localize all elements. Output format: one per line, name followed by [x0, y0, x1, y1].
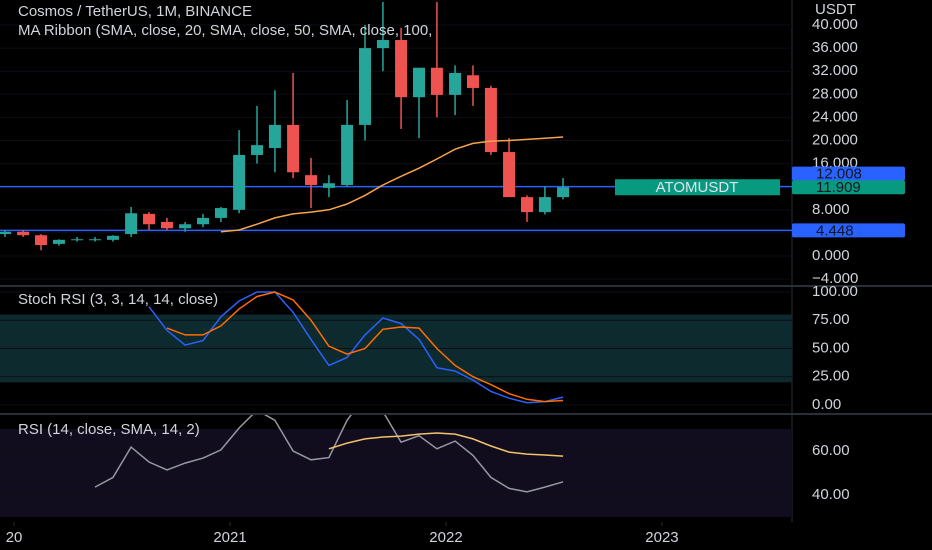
y-tick-label: 40.00 — [812, 486, 850, 503]
candle-body — [376, 40, 389, 49]
chart-title: Cosmos / TetherUS, 1M, BINANCE — [18, 3, 252, 20]
candle-body — [413, 67, 426, 98]
pane — [0, 291, 792, 406]
candle-body — [160, 221, 173, 229]
x-tick-label: 2021 — [213, 529, 246, 546]
candle-body — [35, 235, 48, 246]
candle-body — [197, 217, 210, 225]
candle-body — [503, 152, 516, 198]
last-price-label: 11.909 — [816, 179, 861, 196]
y-tick-label: 24.000 — [812, 108, 858, 125]
y-tick-label: 75.00 — [812, 311, 850, 328]
indicator-line — [328, 432, 564, 457]
candle-body — [341, 124, 354, 185]
y-tick-label: 32.000 — [812, 62, 858, 79]
indicator-line — [94, 415, 564, 493]
indicator-title: Stoch RSI (3, 3, 14, 14, close) — [18, 291, 218, 308]
pane — [0, 415, 792, 517]
candle-body — [322, 183, 335, 188]
candle-body — [538, 197, 551, 213]
price-label: 12.008 — [816, 166, 862, 183]
candle-body — [359, 48, 372, 125]
y-tick-label: 40.000 — [812, 16, 858, 33]
candle-body — [287, 124, 300, 173]
candle-body — [466, 75, 479, 88]
candle-body — [233, 154, 246, 210]
y-tick-label: 28.000 — [812, 85, 858, 102]
price-label: 4.448 — [816, 222, 854, 239]
price-label-box — [792, 223, 905, 238]
y-tick-label: 0.000 — [812, 247, 850, 264]
candle-body — [484, 87, 497, 153]
candle-body — [268, 124, 281, 149]
indicator-line — [148, 291, 564, 404]
y-tick-label: 36.000 — [812, 39, 858, 56]
moving-average — [220, 136, 564, 233]
x-tick-label: 2023 — [645, 529, 678, 546]
x-tick-label: 20 — [6, 529, 23, 546]
plot-layer — [0, 1, 792, 517]
candle-body — [449, 72, 462, 95]
y-tick-label: 60.00 — [812, 442, 850, 459]
candle-body — [557, 187, 570, 198]
y-tick-label: −4.000 — [812, 270, 858, 287]
y-tick-label: 0.00 — [812, 396, 841, 413]
candle-body — [125, 213, 138, 235]
candle-body — [143, 213, 156, 225]
y-tick-label: 100.00 — [812, 283, 858, 300]
symbol-label: ATOMUSDT — [656, 179, 739, 196]
candle-body — [52, 239, 65, 244]
candle-body — [179, 224, 192, 229]
last-price-box — [792, 180, 905, 195]
y-tick-label: 20.000 — [812, 131, 858, 148]
candle-body — [430, 67, 443, 95]
indicator-title: RSI (14, close, SMA, 14, 2) — [18, 421, 200, 438]
band — [0, 429, 792, 517]
y-tick-label: 8.000 — [812, 201, 850, 218]
price-axis-unit: USDT — [815, 1, 856, 18]
pane — [0, 1, 792, 280]
indicator-line — [166, 291, 564, 403]
candle-body — [214, 208, 227, 218]
candle-body — [305, 175, 318, 185]
symbol-label-box — [615, 179, 780, 196]
candle-body — [89, 239, 102, 241]
price-label-box — [792, 166, 905, 181]
candle-body — [0, 231, 11, 235]
candle-body — [251, 145, 264, 155]
x-tick-label: 2022 — [429, 529, 462, 546]
candle-body — [520, 197, 533, 213]
y-tick-label: 25.00 — [812, 368, 850, 385]
candle-body — [395, 40, 408, 98]
candle-body — [17, 231, 30, 236]
y-tick-label: 50.00 — [812, 339, 850, 356]
candle-body — [71, 239, 84, 241]
indicator-title: MA Ribbon (SMA, close, 20, SMA, close, 5… — [18, 22, 432, 39]
candle-body — [106, 235, 119, 240]
